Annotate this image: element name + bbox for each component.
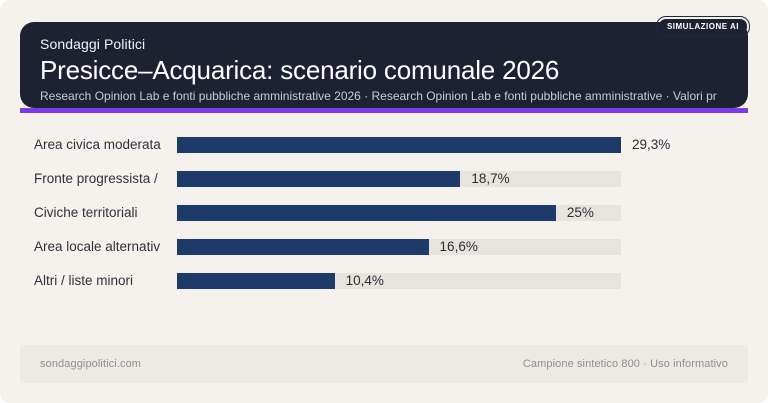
footer-site: sondaggipolitici.com [40, 358, 142, 370]
bar-label: Area civica moderata [34, 137, 161, 152]
chart-row: Area civica moderata 29,3% [34, 128, 746, 162]
chart-row: Area locale alternativ 16,6% [34, 230, 746, 264]
accent-bar [20, 108, 748, 113]
bar-track: 18,7% [177, 171, 621, 187]
bar-value: 25% [566, 205, 594, 220]
bar-fill [177, 171, 461, 187]
bar-label: Fronte progressista / [34, 171, 158, 186]
bar-track: 16,6% [177, 239, 621, 255]
simulation-badge-label: SIMULAZIONE AI [658, 19, 747, 34]
footer-bar: sondaggipolitici.com Campione sintetico … [20, 345, 748, 383]
chart-row: Civiche territoriali 25% [34, 196, 746, 230]
bar-value: 10,4% [345, 273, 384, 288]
bar-fill [177, 239, 429, 255]
bar-rows: Area civica moderata 29,3% Fronte progress… [34, 128, 746, 298]
page-title: Presicce–Acquarica: scenario comunale 20… [40, 55, 560, 85]
bar-label: Area locale alternativ [34, 239, 161, 254]
bar-value: 18,7% [471, 171, 510, 186]
bar-track: 25% [177, 205, 621, 221]
bar-label: Civiche territoriali [34, 205, 138, 220]
bar-value: 16,6% [439, 239, 478, 254]
simulation-badge: SIMULAZIONE AI [655, 16, 750, 37]
footer-note: Campione sintetico 800 · Uso informativo [522, 358, 728, 370]
chart-row: Fronte progressista / 18,7% [34, 162, 746, 196]
brand-kicker: Sondaggi Politici [40, 36, 146, 52]
bar-label: Altri / liste minori [34, 273, 134, 288]
header-card: Sondaggi Politici Presicce–Acquarica: sc… [20, 22, 748, 108]
source-subtitle: Research Opinion Lab e fonti pubbliche a… [40, 89, 717, 103]
bar-track: 29,3% [177, 137, 670, 153]
bar-fill [177, 205, 556, 221]
bar-value: 29,3% [632, 137, 671, 152]
bar-fill [177, 137, 621, 153]
bar-track: 10,4% [177, 273, 621, 289]
bar-chart: Area civica moderata 29,3% Fronte progress… [34, 128, 746, 298]
chart-row: Altri / liste minori 10,4% [34, 264, 746, 298]
bar-fill [177, 273, 335, 289]
